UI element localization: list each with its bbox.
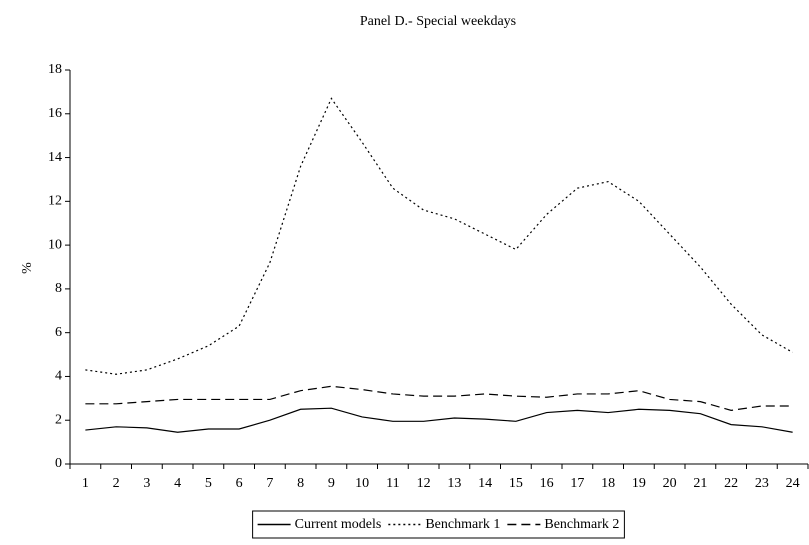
x-tick-label: 9: [328, 476, 335, 491]
legend-label: Benchmark 2: [544, 517, 619, 532]
x-tick-label: 23: [755, 476, 769, 491]
x-tick-label: 1: [82, 476, 89, 491]
x-tick-label: 10: [355, 476, 369, 491]
legend-label: Benchmark 1: [425, 517, 500, 532]
y-tick-label: 18: [48, 62, 62, 77]
y-tick-label: 4: [55, 369, 62, 384]
x-tick-label: 22: [724, 476, 738, 491]
x-tick-label: 16: [540, 476, 554, 491]
legend-label: Current models: [295, 517, 382, 532]
x-tick-label: 8: [297, 476, 304, 491]
x-tick-label: 20: [663, 476, 677, 491]
y-tick-label: 0: [55, 456, 62, 471]
y-tick-label: 2: [55, 412, 62, 427]
y-tick-label: 10: [48, 237, 62, 252]
x-tick-label: 5: [205, 476, 212, 491]
data-line: [85, 385, 793, 411]
x-tick-label: 2: [113, 476, 120, 491]
x-tick-label: 14: [478, 476, 492, 491]
y-tick-label: 12: [48, 194, 62, 209]
x-tick-label: 19: [632, 476, 646, 491]
data-line: [85, 407, 793, 433]
x-tick-label: 18: [601, 476, 615, 491]
x-tick-label: 7: [266, 476, 273, 491]
x-tick-label: 24: [786, 476, 800, 491]
y-tick-label: 16: [48, 106, 62, 121]
y-tick-label: 8: [55, 281, 62, 296]
x-tick-label: 21: [693, 476, 707, 491]
x-tick-label: 15: [509, 476, 523, 491]
chart-title: Panel D.- Special weekdays: [360, 14, 516, 29]
x-tick-label: 12: [417, 476, 431, 491]
x-tick-label: 3: [143, 476, 150, 491]
x-tick-label: 6: [236, 476, 243, 491]
legend: Current models Benchmark 1 Benchmark 2: [252, 510, 625, 539]
data-line: [85, 97, 793, 375]
x-tick-label: 17: [570, 476, 584, 491]
x-tick-label: 11: [386, 476, 399, 491]
y-axis-label: %: [20, 262, 35, 274]
x-tick-label: 13: [447, 476, 461, 491]
x-tick-label: 4: [174, 476, 181, 491]
y-tick-label: 14: [48, 150, 62, 165]
legend-box: [252, 510, 625, 539]
y-tick-label: 6: [55, 325, 62, 340]
